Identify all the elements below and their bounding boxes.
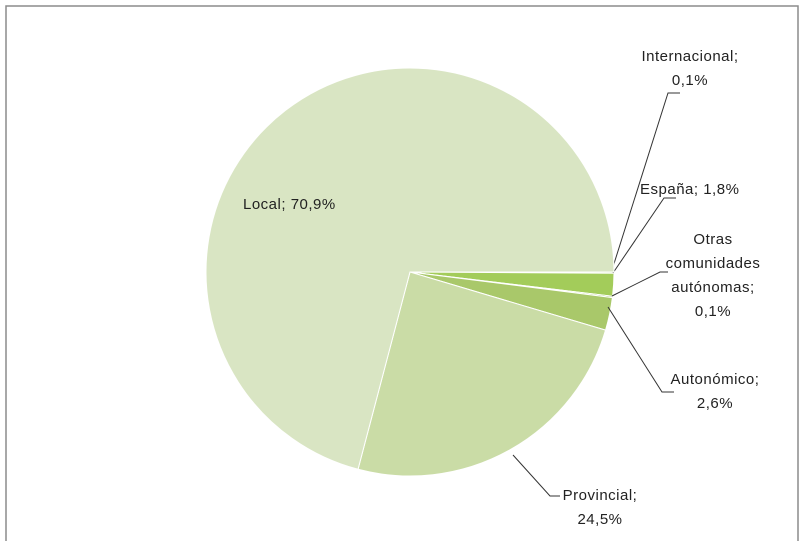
pie-slice [357,271,607,477]
value-label: 0,1% [671,72,709,89]
leader-line [611,92,680,271]
slice-label: España; 1,8% [640,178,800,202]
value-label: 1,8% [703,181,740,198]
category-name: Autonómico [670,371,755,388]
label-separator: ; [632,487,638,504]
leader-line [611,271,668,297]
category-name: Provincial [562,487,633,504]
slice-label: Internacional; 0,1% [628,45,752,93]
category-name: Local [243,196,282,213]
leader-line [607,306,674,393]
category-name: España [640,181,694,198]
leader-line [612,197,676,274]
slice-label: Otras comunidades autónomas; 0,1% [652,228,774,324]
value-label: 70,9% [290,196,336,213]
pie-slice [205,67,615,470]
slice-label: Provincial; 24,5% [545,484,655,532]
frame [5,5,799,541]
leader-line [512,454,560,497]
value-label: 24,5% [577,511,623,528]
label-separator: ; [754,371,760,388]
category-name: Internacional [641,48,734,65]
label-separator: ; [281,196,287,213]
value-label: 2,6% [696,395,734,412]
slice-label: Autonómico; 2,6% [660,368,770,416]
slice-label: Local; 70,9% [243,193,443,217]
value-label: 0,1% [694,303,732,320]
label-separator: ; [750,279,755,296]
category-name: Otras comunidades autónomas [665,231,761,296]
label-separator: ; [693,181,699,198]
label-separator: ; [733,48,739,65]
